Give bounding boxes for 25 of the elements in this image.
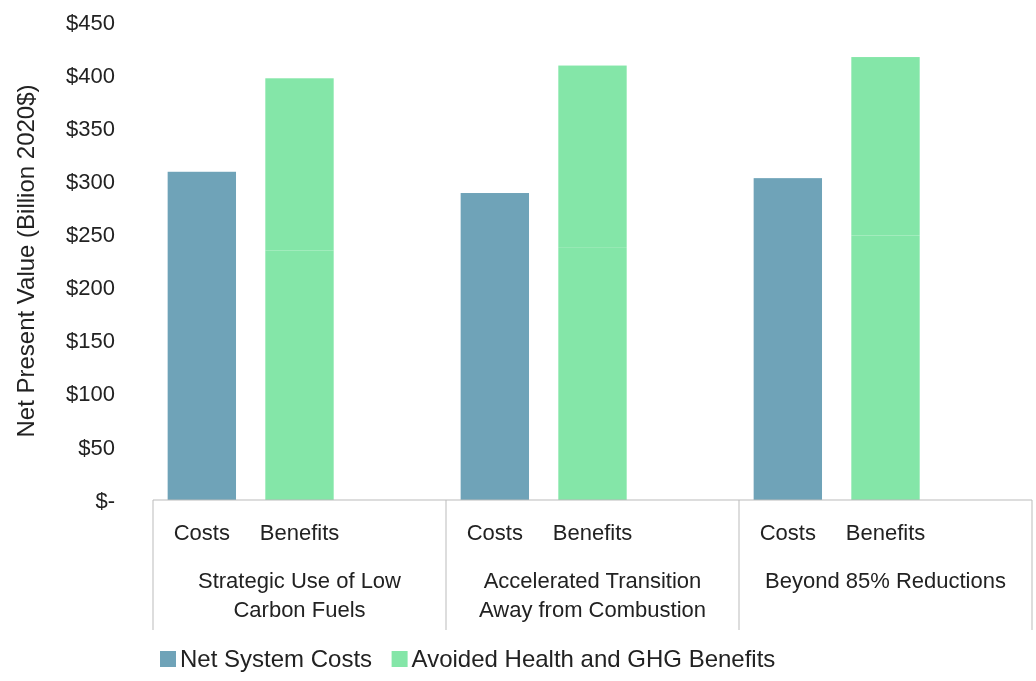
y-tick-label: $450	[66, 9, 115, 35]
bar	[167, 171, 237, 500]
y-tick-label: $250	[66, 222, 115, 248]
x-tick-label: Benefits	[552, 520, 633, 545]
y-tick-label: $150	[66, 328, 115, 354]
legend-label: Net System Costs	[180, 645, 373, 672]
legend-label: Avoided Health and GHG Benefits	[411, 645, 776, 672]
x-tick-label: Costs	[173, 520, 230, 545]
y-tick-label: $200	[66, 275, 115, 301]
y-tick-label: $350	[66, 115, 115, 141]
y-tick-label: $300	[66, 169, 115, 195]
bar	[460, 193, 530, 500]
text: Strategic Use of Low Carbon Fuels	[198, 568, 402, 622]
y-tick-label: $400	[66, 62, 115, 88]
bar	[753, 178, 823, 500]
x-tick-label: Benefits	[259, 520, 340, 545]
y-tick-label: $-	[95, 487, 115, 513]
x-tick-label: Costs	[466, 520, 523, 545]
y-axis-title: Net Present Value (Billion 2020$)	[12, 84, 39, 438]
x-tick-label: Benefits	[845, 520, 926, 545]
text: Beyond 85% Reductions	[765, 568, 1006, 593]
x-tick-label: Costs	[759, 520, 816, 545]
y-tick-label: $100	[66, 381, 115, 407]
text: Accelerated Transition Away from Combustion	[478, 568, 707, 622]
y-tick-label: $50	[78, 434, 115, 460]
